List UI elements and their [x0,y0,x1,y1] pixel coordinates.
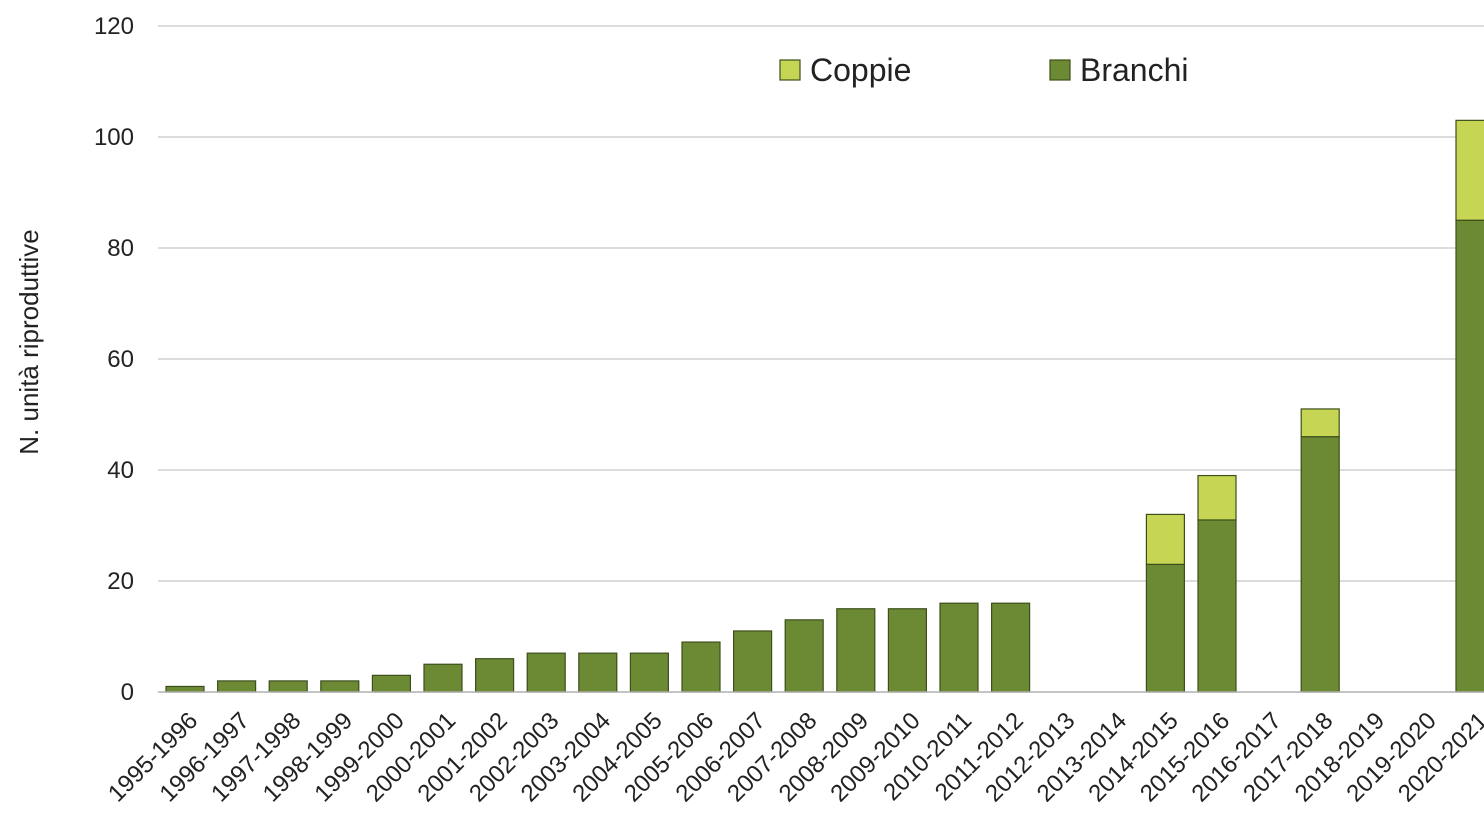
bar-segment-branchi [836,608,876,693]
bar-segment-branchi [939,602,979,693]
legend-label-branchi: Branchi [1080,52,1189,88]
bar-segment-branchi [887,608,928,693]
gridlines [158,25,1484,582]
bar-segment-branchi [423,663,463,693]
legend-label-coppie: Coppie [810,52,911,88]
bar-segment-branchi [526,652,566,693]
bar-segment-branchi [784,619,824,693]
y-axis-ticks: 0 20 40 60 80 100 120 [94,13,134,706]
bar-segment-coppie [1197,474,1237,521]
bar-segment-branchi [1197,519,1237,693]
y-tick-label: 80 [107,235,134,262]
bar-segment-branchi [629,652,670,693]
y-tick-label: 40 [107,457,134,484]
bar-segment-coppie [1145,513,1186,565]
y-tick-label: 0 [121,679,134,706]
legend-swatch-coppie [779,59,801,81]
bar-segment-branchi [990,602,1031,693]
bar-segment-branchi [1300,436,1340,693]
bar-segment-branchi [268,680,308,693]
bar-segment-coppie [1300,408,1340,438]
bar-segment-branchi [165,685,205,693]
y-tick-label: 100 [94,124,134,151]
bar-segment-branchi [217,680,257,693]
y-tick-label: 60 [107,346,134,373]
y-tick-label: 120 [94,13,134,40]
bar-segment-branchi [732,630,773,693]
bar-segment-branchi [1145,563,1186,693]
bars [165,119,1484,693]
x-axis-ticks: 1995-19961996-19971997-19981998-19991999… [103,707,1484,807]
bar-segment-branchi [681,641,721,693]
bar-segment-branchi [320,680,360,693]
legend: Coppie Branchi [779,52,1189,88]
bar-segment-branchi [475,658,515,693]
legend-swatch-branchi [1049,59,1071,81]
bar-segment-branchi [578,652,618,693]
bar-segment-branchi [371,674,411,693]
bar-segment-coppie [1455,119,1484,221]
y-axis-title: N. unità riproduttive [14,229,44,454]
y-tick-label: 20 [107,568,134,595]
bar-segment-branchi [1455,219,1484,693]
